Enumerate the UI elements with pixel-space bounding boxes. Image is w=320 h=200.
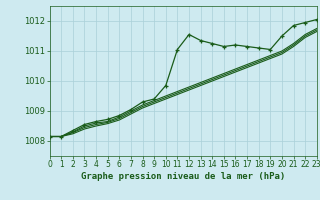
X-axis label: Graphe pression niveau de la mer (hPa): Graphe pression niveau de la mer (hPa)	[81, 172, 285, 181]
